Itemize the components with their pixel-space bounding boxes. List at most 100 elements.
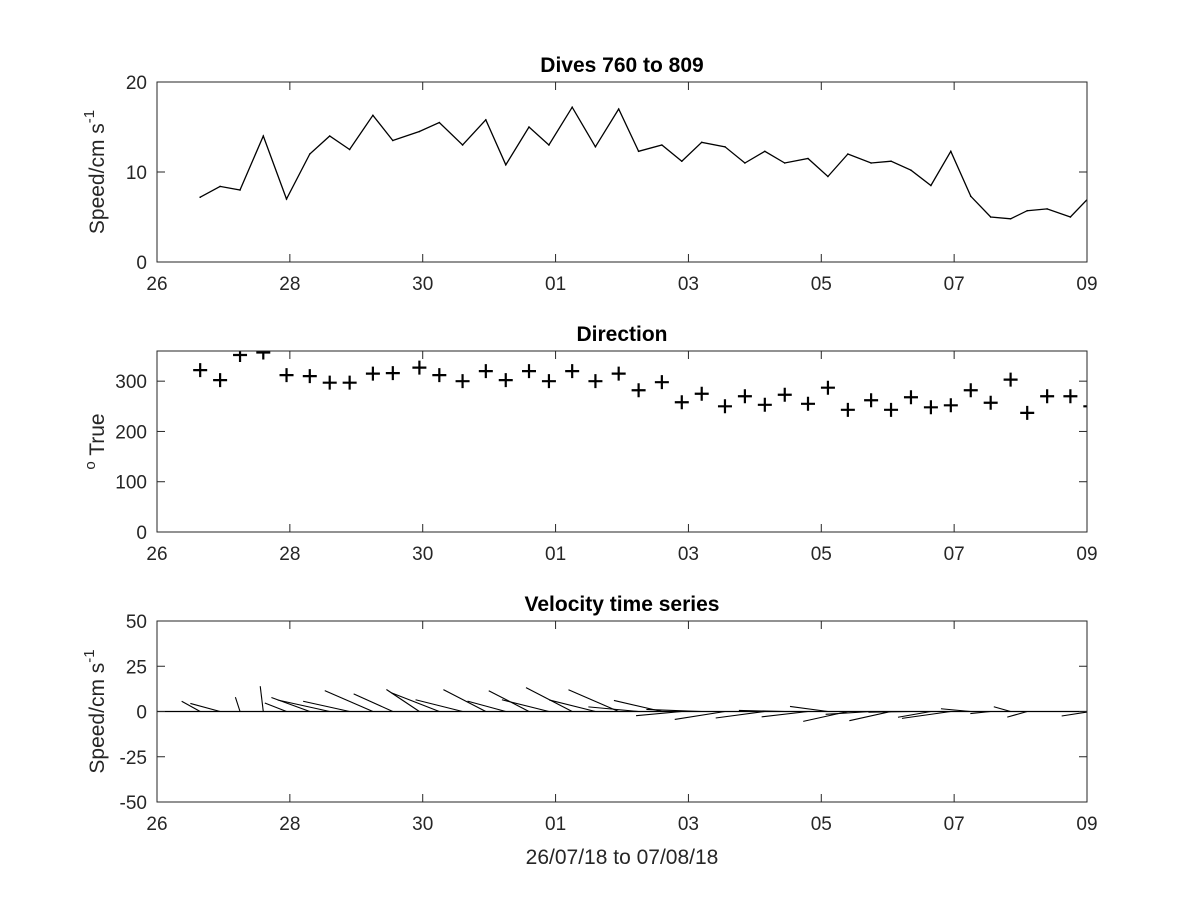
speed-point xyxy=(1069,216,1072,218)
velocity-stick xyxy=(271,697,310,713)
direction-point xyxy=(541,374,556,389)
speed-point xyxy=(485,119,487,121)
speed-point xyxy=(807,157,809,160)
x-tick-label: 09 xyxy=(1076,274,1097,295)
velocity-stick xyxy=(181,700,201,712)
y-axis-label-superscript: -1 xyxy=(81,110,98,123)
speed-point xyxy=(847,153,849,155)
axes-box xyxy=(156,81,1088,263)
direction-point xyxy=(522,364,536,379)
y-tick-label: 0 xyxy=(136,703,147,724)
speed-point xyxy=(783,162,786,164)
x-tick-label: 28 xyxy=(279,544,300,565)
velocity-stick xyxy=(901,710,951,719)
direction-point xyxy=(322,375,337,390)
x-tick-label: 09 xyxy=(1076,814,1097,835)
panel-3: 26 28 30 01 03 05 07 09 -50 -25 0 25 50 Velocity time… xyxy=(81,593,1173,869)
direction-point xyxy=(1083,405,1087,408)
velocity-stick xyxy=(1007,710,1028,718)
direction-point xyxy=(432,368,447,383)
velocity-stick xyxy=(789,705,829,713)
direction-point xyxy=(498,373,513,388)
speed-point xyxy=(262,135,265,137)
plot-area xyxy=(199,105,1194,236)
velocity-stick xyxy=(264,702,287,713)
velocity-stick xyxy=(353,693,394,713)
speed-point xyxy=(1009,218,1012,220)
direction-point xyxy=(365,366,380,381)
direction-point xyxy=(777,387,792,402)
velocity-stick xyxy=(277,699,330,713)
velocity-stick xyxy=(259,686,264,712)
direction-point xyxy=(1103,375,1117,389)
x-tick-label: 01 xyxy=(545,274,566,295)
direction-point xyxy=(884,402,899,417)
speed-point xyxy=(617,108,620,110)
speed-point xyxy=(1129,234,1131,236)
x-tick-label: 01 xyxy=(545,544,566,565)
speed-point xyxy=(989,216,992,218)
x-tick-label: 05 xyxy=(811,544,832,565)
speed-point xyxy=(827,175,829,178)
velocity-stick xyxy=(715,710,765,719)
speed-point xyxy=(328,135,331,137)
x-tick-label: 30 xyxy=(412,814,433,835)
direction-point xyxy=(694,386,709,401)
direction-point xyxy=(631,383,646,398)
x-tick-label: 07 xyxy=(944,544,965,565)
x-axis-label: 26/07/18 to 07/08/18 xyxy=(526,846,719,869)
y-tick-label: 20 xyxy=(126,73,147,94)
y-axis-label-superscript: -1 xyxy=(81,649,98,662)
speed-point xyxy=(219,185,221,188)
direction-point xyxy=(840,402,855,417)
x-tick-label: 07 xyxy=(944,814,965,835)
speed-point xyxy=(571,106,573,108)
velocity-stick xyxy=(635,710,682,717)
x-tick-label: 26 xyxy=(146,814,167,835)
speed-point xyxy=(239,189,241,191)
panel-1: 26 28 30 01 03 05 07 09 0 10 20 Dives 760 to 809 Spe… xyxy=(81,54,1194,295)
velocity-stick xyxy=(501,699,550,713)
direction-point xyxy=(1063,389,1078,404)
velocity-stick xyxy=(761,710,809,718)
x-tick-label: 05 xyxy=(811,814,832,835)
direction-point xyxy=(455,374,470,389)
y-tick-label: 200 xyxy=(115,422,147,443)
speed-point xyxy=(199,196,201,198)
velocity-stick xyxy=(467,700,506,713)
speed-line xyxy=(199,105,1087,220)
direction-point xyxy=(611,366,626,381)
speed-point xyxy=(1090,196,1092,198)
velocity-stick xyxy=(1157,709,1173,712)
speed-point xyxy=(438,121,441,124)
y-axis-label: Speed/cm s-1 xyxy=(81,649,109,773)
velocity-stick xyxy=(825,710,872,715)
velocity-stick xyxy=(303,700,350,713)
speed-point xyxy=(1046,208,1048,210)
axes-box xyxy=(156,350,1088,533)
y-tick-label: 10 xyxy=(126,163,147,184)
direction-point xyxy=(302,369,317,384)
x-tick-label: 09 xyxy=(1076,544,1097,565)
velocity-stick xyxy=(549,699,596,713)
x-tick-label: 01 xyxy=(545,814,566,835)
speed-point xyxy=(764,150,766,153)
velocity-stick xyxy=(1061,711,1087,717)
velocity-stick xyxy=(970,710,991,715)
velocity-stick xyxy=(525,687,573,712)
velocity-stick xyxy=(868,710,911,713)
x-tick-label: 30 xyxy=(412,274,433,295)
direction-point xyxy=(1146,416,1160,430)
velocity-stick xyxy=(415,699,463,713)
direction-point xyxy=(983,395,998,410)
speed-point xyxy=(1192,234,1194,236)
y-axis-label-text: True xyxy=(86,413,109,461)
x-tick-label: 26 xyxy=(146,544,167,565)
y-tick-label: 300 xyxy=(115,372,147,393)
direction-point xyxy=(820,380,835,395)
speed-point xyxy=(372,114,374,117)
x-tick-label: 05 xyxy=(811,274,832,295)
direction-point xyxy=(903,390,918,405)
velocity-stick xyxy=(1138,712,1153,721)
